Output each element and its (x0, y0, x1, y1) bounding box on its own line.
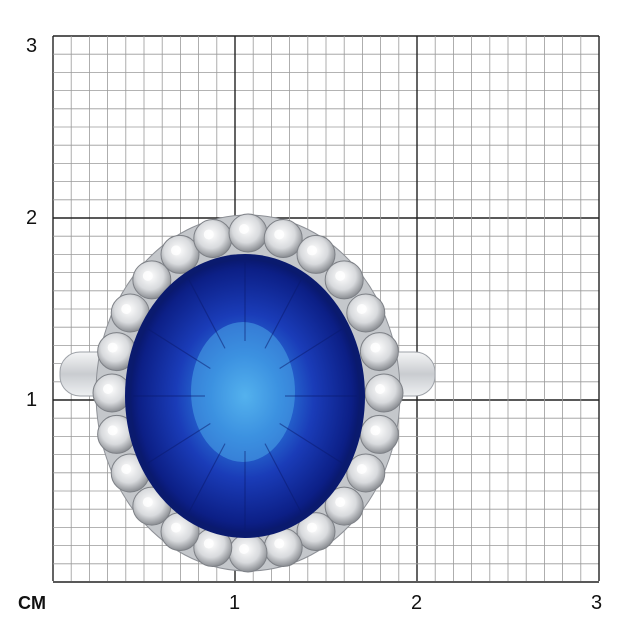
diamond-sparkle (107, 342, 118, 353)
sapphire-facet (147, 422, 211, 464)
diamond-sparkle (171, 522, 181, 533)
diamond (324, 486, 364, 526)
diamond-sparkle (239, 224, 249, 234)
sapphire-facet (264, 443, 302, 513)
diamond-sparkle (307, 522, 317, 533)
x-label-2: 2 (411, 592, 423, 614)
sapphire-table (191, 322, 295, 462)
diamond-sparkle (370, 342, 381, 353)
diamond-sparkle (107, 425, 118, 436)
diamond (364, 373, 404, 413)
diamond-sparkle (142, 270, 153, 281)
diamond-sparkle (203, 229, 214, 240)
diamond (160, 234, 200, 274)
diamond-sparkle (335, 270, 346, 281)
diamond-sparkle (370, 425, 381, 436)
diamond-sparkle (375, 384, 385, 394)
diamond-sparkle (356, 304, 367, 314)
diamond-sparkle (203, 538, 214, 549)
diamond-sparkle (171, 245, 181, 256)
y-label-3: 3 (26, 35, 38, 57)
diamond (359, 332, 399, 372)
diamond (346, 453, 386, 493)
y-label-2: 2 (26, 207, 38, 229)
diamond-sparkle (142, 497, 153, 508)
diamond-sparkle (239, 544, 249, 554)
sapphire-facet (188, 443, 226, 513)
sapphire-facet (279, 328, 343, 370)
diamond-sparkle (103, 384, 113, 394)
diamond (228, 533, 268, 573)
diamond (296, 234, 336, 274)
ring (59, 213, 436, 573)
diamond (263, 218, 303, 258)
sapphire-facet (279, 422, 343, 464)
diamond (296, 512, 336, 552)
diamond (132, 260, 172, 300)
sapphire-facet (264, 279, 302, 349)
diamond-sparkle (356, 464, 367, 474)
y-label-1: 1 (26, 389, 38, 411)
diamond (193, 218, 233, 258)
sapphire-facet (147, 328, 211, 370)
diamond (359, 414, 399, 454)
diamond (346, 293, 386, 333)
diamond-sparkle (307, 245, 317, 256)
x-label-1: 1 (229, 592, 241, 614)
diamond-sparkle (121, 304, 132, 314)
unit-label: CM (18, 593, 46, 613)
diamond-sparkle (121, 464, 132, 474)
sapphire-facet (188, 279, 226, 349)
diamond (324, 260, 364, 300)
diamond-sparkle (335, 497, 346, 508)
diamond-sparkle (274, 229, 285, 240)
diamond (228, 213, 268, 253)
diamond-sparkle (274, 538, 285, 549)
x-label-3: 3 (591, 592, 603, 614)
